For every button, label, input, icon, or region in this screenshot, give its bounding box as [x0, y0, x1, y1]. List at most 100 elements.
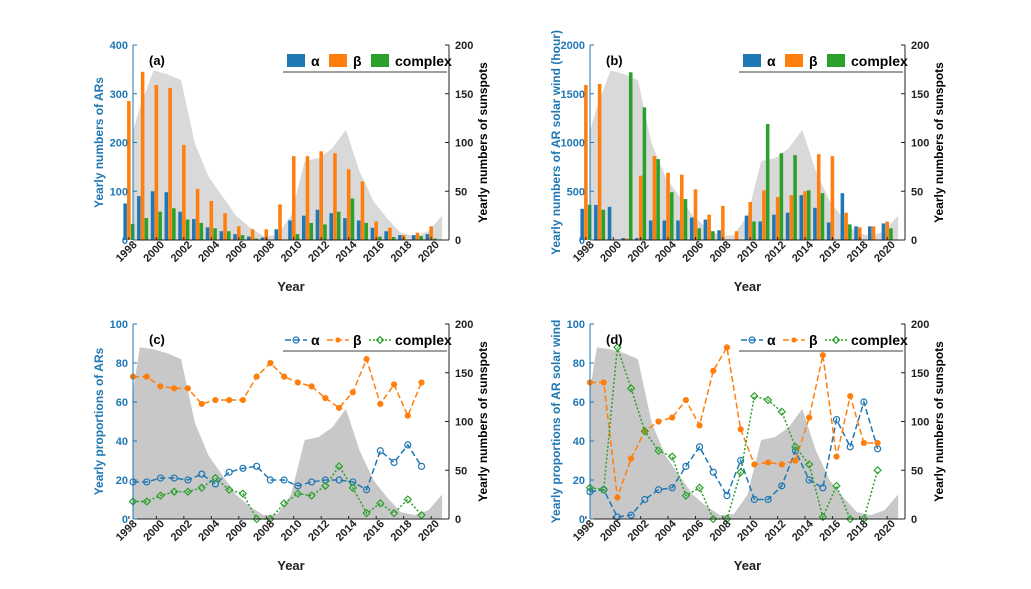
x-tick-label: 2010	[279, 239, 305, 265]
point-β-2012	[778, 461, 785, 468]
bar-α-2003	[648, 220, 653, 240]
bar-α-2015	[356, 220, 361, 240]
point-β-2010	[294, 379, 301, 386]
bar-complex-2014	[806, 190, 811, 240]
x-tick-label: 2016	[361, 518, 387, 544]
bar-complex-2007	[254, 238, 259, 240]
y2-tick-label: 100	[911, 138, 929, 150]
point-complex-2002	[640, 427, 650, 436]
bar-α-2010	[288, 220, 292, 240]
legend-label-complex: complex	[395, 53, 452, 69]
point-β-2002	[184, 385, 192, 392]
y2-tick-label: 0	[911, 235, 917, 247]
bar-β-2020	[429, 226, 433, 240]
bar-α-2015	[813, 207, 817, 240]
point-complex-2016	[376, 499, 385, 508]
point-complex-2017	[389, 508, 399, 518]
y2-tick-label: 50	[455, 186, 467, 198]
panel-label: (c)	[149, 332, 165, 347]
bar-β-2017	[844, 212, 848, 240]
bar-β-2011	[305, 156, 310, 240]
y-tick-label: 300	[110, 89, 128, 101]
bar-complex-2017	[848, 224, 852, 240]
bar-α-2011	[301, 215, 306, 240]
x-tick-label: 1998	[114, 518, 140, 544]
bar-complex-2002	[642, 107, 647, 241]
series-line-α	[133, 443, 423, 491]
point-β-2014	[806, 414, 813, 421]
x-axis-label: Year	[277, 279, 304, 294]
bar-α-2005	[219, 231, 224, 240]
x-tick-label: 2014	[334, 517, 360, 543]
point-β-2008	[723, 344, 731, 351]
point-α-2011	[764, 495, 772, 504]
point-complex-2004	[211, 473, 220, 483]
bar-β-2013	[333, 153, 337, 240]
x-tick-label: 2020	[872, 518, 898, 544]
legend-swatch-complex	[827, 54, 845, 67]
y-tick-label: 40	[116, 436, 128, 448]
y2-tick-label: 150	[455, 368, 473, 380]
bar-β-2007	[250, 229, 255, 240]
x-tick-label: 2018	[389, 239, 415, 265]
point-α-2014	[805, 476, 813, 484]
point-α-2017	[846, 443, 854, 451]
bar-α-1998	[580, 208, 584, 240]
bar-β-2019	[871, 226, 876, 240]
y2-tick-label: 50	[911, 465, 923, 477]
point-β-2013	[792, 457, 799, 464]
legend-marker-complex	[831, 335, 841, 345]
bar-α-2012	[772, 214, 776, 240]
bar-α-2002	[178, 211, 182, 240]
point-complex-2003	[197, 483, 206, 493]
x-tick-label: 2004	[653, 517, 679, 543]
point-α-2003	[654, 486, 663, 494]
bar-β-2015	[816, 154, 821, 240]
bar-α-2010	[744, 215, 749, 240]
bar-β-2006	[237, 226, 241, 240]
point-β-2015	[363, 356, 370, 363]
y2-tick-label: 200	[911, 40, 929, 52]
point-complex-2017	[845, 514, 855, 524]
point-β-2007	[253, 373, 260, 380]
sunspot-area	[133, 347, 443, 519]
legend-label-complex: complex	[851, 53, 908, 69]
x-tick-label: 2012	[306, 518, 332, 544]
point-β-2013	[335, 404, 343, 411]
legend-marker-β	[791, 337, 797, 343]
bar-complex-2007	[711, 231, 715, 240]
x-tick-label: 2012	[763, 239, 789, 265]
point-α-2002	[641, 495, 649, 504]
x-tick-label: 2004	[196, 238, 222, 264]
bar-β-2012	[775, 197, 780, 240]
bar-complex-2004	[670, 192, 674, 240]
y-tick-label: 1500	[561, 89, 585, 101]
bar-α-2002	[635, 238, 639, 240]
y2-tick-label: 150	[911, 368, 929, 380]
x-tick-label: 2012	[306, 239, 332, 265]
point-α-2002	[184, 476, 192, 484]
bar-α-2014	[343, 218, 347, 240]
bar-complex-1999	[144, 218, 149, 240]
bar-α-2001	[621, 238, 626, 240]
point-β-2010	[751, 461, 758, 468]
bar-α-2017	[384, 231, 388, 240]
x-tick-label: 2020	[416, 239, 442, 265]
point-α-2005	[682, 462, 690, 470]
point-complex-2008	[722, 514, 732, 524]
point-β-2017	[847, 393, 854, 400]
bar-α-2004	[662, 220, 667, 240]
bar-α-2013	[329, 213, 334, 240]
bar-α-2013	[785, 212, 790, 240]
bar-β-2003	[652, 156, 657, 240]
bar-complex-2010	[752, 221, 756, 240]
point-complex-1999	[142, 497, 151, 506]
bar-β-2004	[209, 201, 214, 240]
x-tick-label: 2008	[251, 239, 277, 265]
bar-complex-2005	[227, 231, 231, 240]
series-line-complex	[133, 465, 423, 520]
x-tick-label: 2000	[598, 239, 624, 265]
bar-α-1999	[137, 196, 141, 240]
point-complex-2015	[818, 512, 828, 522]
